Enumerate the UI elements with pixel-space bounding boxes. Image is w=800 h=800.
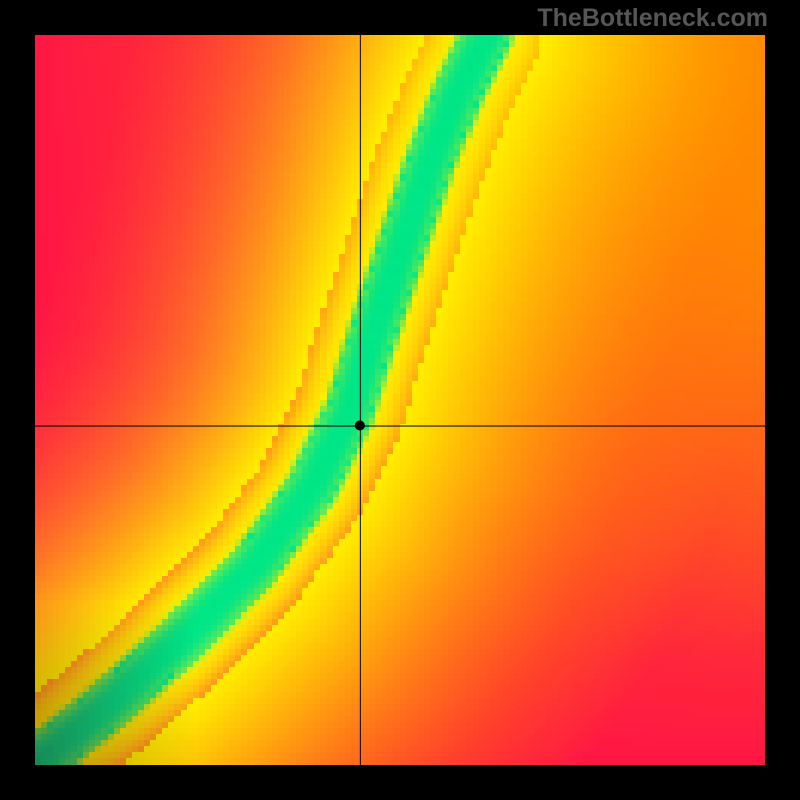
chart-container: TheBottleneck.com [0, 0, 800, 800]
watermark-text: TheBottleneck.com [537, 4, 768, 33]
bottleneck-heatmap [35, 35, 765, 765]
